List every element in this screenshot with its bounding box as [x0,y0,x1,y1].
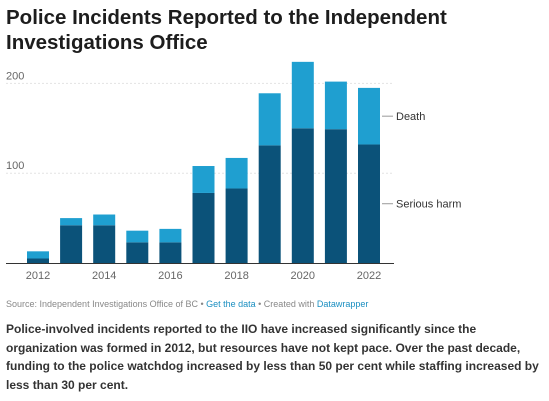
source-line: Source: Independent Investigations Offic… [6,299,368,309]
bar-serious-harm-2018 [225,188,248,263]
bar-serious-harm-2022 [358,144,380,263]
bar-serious-harm-2013 [60,225,83,263]
datawrapper-link[interactable]: Datawrapper [316,299,369,309]
bar-death-2021 [324,81,347,130]
bar-serious-harm-2019 [258,145,281,263]
source-separator: • [197,299,207,309]
bars [27,61,380,263]
bar-death-2022 [358,87,380,145]
bar-death-2014 [93,214,116,226]
chart-title: Police Incidents Reported to the Indepen… [6,6,447,54]
bar-death-2016 [159,228,182,243]
x-tick-label-2012: 2012 [26,270,50,282]
bar-death-2013 [60,218,83,226]
bar-serious-harm-2020 [291,128,314,263]
bar-death-2020 [291,61,314,129]
created-with-text: • Created with [255,299,317,309]
legend: Serious harm Death [382,111,461,211]
gridlines [6,82,394,264]
y-tick-label-100: 100 [6,160,24,172]
bar-death-2018 [225,157,248,189]
bar-death-2015 [126,230,149,243]
bar-death-2012 [27,251,49,259]
x-tick-label-2018: 2018 [224,270,248,282]
bar-serious-harm-2012 [27,258,49,263]
legend-label-serious-harm: Serious harm [396,199,461,211]
bar-serious-harm-2017 [192,192,215,263]
stacked-bar-chart: 100 200 2012 2014 2016 2018 2020 2022 Serious … [6,61,461,282]
x-axis-ticks: 2012 2014 2016 2018 2020 2022 [26,270,381,282]
get-the-data-link[interactable]: Get the data [206,299,256,309]
bar-serious-harm-2015 [126,242,149,263]
x-tick-label-2020: 2020 [291,270,315,282]
source-text: Source: Independent Investigations Offic… [6,299,198,309]
bar-serious-harm-2021 [324,129,347,263]
bar-serious-harm-2016 [159,242,182,263]
y-tick-label-200: 200 [6,70,24,82]
bar-death-2019 [258,93,281,146]
chart-description: Police-involved incidents reported to th… [6,322,539,392]
legend-label-death: Death [396,111,425,123]
bar-death-2017 [192,166,215,193]
x-tick-label-2022: 2022 [357,270,381,282]
bar-serious-harm-2014 [93,225,116,263]
x-tick-label-2016: 2016 [158,270,182,282]
y-axis-ticks: 100 200 [6,70,24,172]
x-tick-label-2014: 2014 [92,270,116,282]
